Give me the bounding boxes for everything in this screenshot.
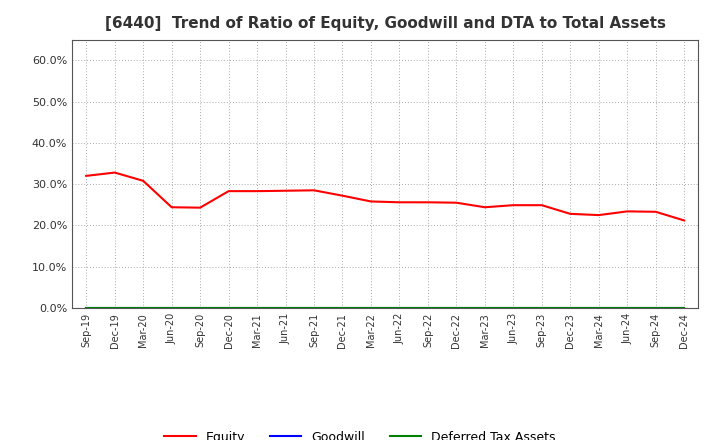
Deferred Tax Assets: [366, 305, 375, 311]
Equity: [82, 173, 91, 179]
Equity: [310, 188, 318, 193]
Goodwill: [196, 305, 204, 311]
Equity: [509, 202, 518, 208]
Goodwill: [537, 305, 546, 311]
Goodwill: [595, 305, 603, 311]
Equity: [225, 188, 233, 194]
Deferred Tax Assets: [595, 305, 603, 311]
Deferred Tax Assets: [282, 305, 290, 311]
Goodwill: [82, 305, 91, 311]
Goodwill: [423, 305, 432, 311]
Deferred Tax Assets: [225, 305, 233, 311]
Deferred Tax Assets: [480, 305, 489, 311]
Goodwill: [225, 305, 233, 311]
Deferred Tax Assets: [537, 305, 546, 311]
Title: [6440]  Trend of Ratio of Equity, Goodwill and DTA to Total Assets: [6440] Trend of Ratio of Equity, Goodwil…: [104, 16, 666, 32]
Goodwill: [452, 305, 461, 311]
Goodwill: [652, 305, 660, 311]
Deferred Tax Assets: [196, 305, 204, 311]
Deferred Tax Assets: [338, 305, 347, 311]
Deferred Tax Assets: [452, 305, 461, 311]
Goodwill: [310, 305, 318, 311]
Deferred Tax Assets: [623, 305, 631, 311]
Legend: Equity, Goodwill, Deferred Tax Assets: Equity, Goodwill, Deferred Tax Assets: [159, 426, 561, 440]
Deferred Tax Assets: [509, 305, 518, 311]
Equity: [537, 202, 546, 208]
Deferred Tax Assets: [652, 305, 660, 311]
Goodwill: [110, 305, 119, 311]
Goodwill: [509, 305, 518, 311]
Goodwill: [366, 305, 375, 311]
Deferred Tax Assets: [680, 305, 688, 311]
Goodwill: [623, 305, 631, 311]
Equity: [595, 213, 603, 218]
Deferred Tax Assets: [139, 305, 148, 311]
Equity: [652, 209, 660, 214]
Equity: [282, 188, 290, 193]
Deferred Tax Assets: [253, 305, 261, 311]
Equity: [623, 209, 631, 214]
Deferred Tax Assets: [82, 305, 91, 311]
Goodwill: [566, 305, 575, 311]
Equity: [423, 200, 432, 205]
Equity: [395, 200, 404, 205]
Goodwill: [139, 305, 148, 311]
Equity: [566, 211, 575, 216]
Deferred Tax Assets: [423, 305, 432, 311]
Deferred Tax Assets: [167, 305, 176, 311]
Goodwill: [167, 305, 176, 311]
Equity: [680, 218, 688, 223]
Goodwill: [253, 305, 261, 311]
Goodwill: [395, 305, 404, 311]
Deferred Tax Assets: [566, 305, 575, 311]
Deferred Tax Assets: [110, 305, 119, 311]
Equity: [110, 170, 119, 175]
Goodwill: [338, 305, 347, 311]
Goodwill: [282, 305, 290, 311]
Equity: [366, 199, 375, 204]
Equity: [480, 205, 489, 210]
Goodwill: [680, 305, 688, 311]
Equity: [196, 205, 204, 210]
Equity: [253, 188, 261, 194]
Equity: [452, 200, 461, 205]
Deferred Tax Assets: [310, 305, 318, 311]
Equity: [338, 193, 347, 198]
Deferred Tax Assets: [395, 305, 404, 311]
Line: Equity: Equity: [86, 172, 684, 220]
Equity: [167, 205, 176, 210]
Goodwill: [480, 305, 489, 311]
Equity: [139, 178, 148, 183]
